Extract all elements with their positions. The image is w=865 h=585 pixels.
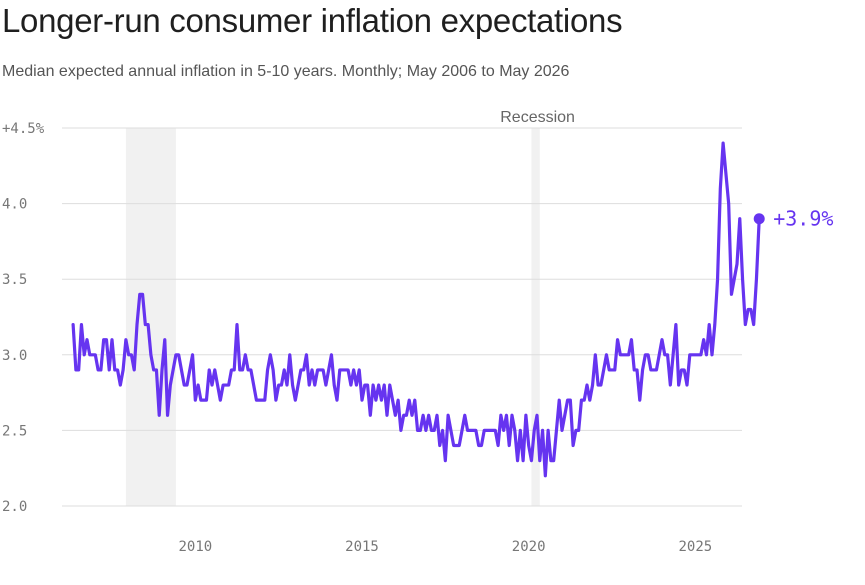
- y-tick-label: 3.5: [2, 272, 27, 288]
- x-axis-ticks: 2010 2015 2020 2025: [178, 539, 712, 555]
- x-tick-label: 2025: [678, 539, 712, 555]
- x-tick-label: 2015: [345, 539, 379, 555]
- y-tick-label: 4.0: [2, 197, 27, 213]
- series-line-inflation-expectations: [71, 141, 761, 478]
- x-tick-label: 2020: [512, 539, 546, 555]
- y-axis-ticks: +4.5% 4.0 3.5 3.0 2.5 2.0: [2, 121, 45, 515]
- chart-title: Longer-run consumer inflation expectatio…: [2, 2, 623, 39]
- chart-subtitle: Median expected annual inflation in 5-10…: [2, 63, 570, 80]
- y-tick-label: +4.5%: [2, 121, 45, 137]
- x-tick-label: 2010: [178, 539, 212, 555]
- y-tick-label: 2.5: [2, 423, 27, 439]
- y-tick-label: 3.0: [2, 348, 27, 364]
- end-point-marker: [753, 213, 765, 225]
- y-tick-label: 2.0: [2, 499, 27, 515]
- recession-band-2: [531, 128, 540, 506]
- end-value-label: +3.9%: [773, 207, 833, 231]
- recession-bands: [125, 128, 540, 506]
- recession-label: Recession: [500, 109, 575, 126]
- recession-band-1: [125, 128, 176, 506]
